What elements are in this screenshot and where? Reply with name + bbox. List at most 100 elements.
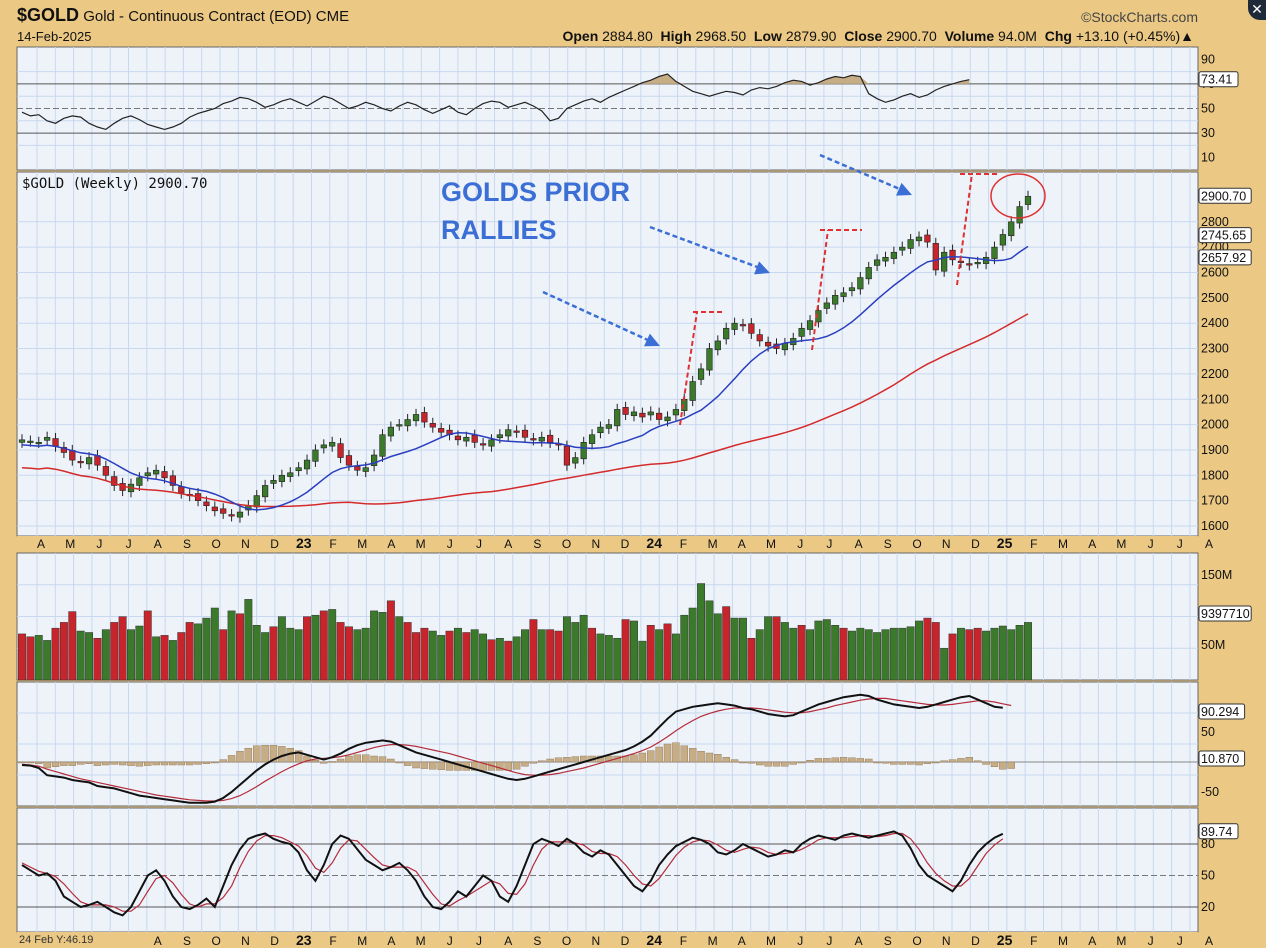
rsi-tick-label: 10 <box>1201 151 1215 165</box>
macd-histogram-bar <box>152 761 160 766</box>
volume-bar <box>722 606 731 681</box>
macd-histogram-bar <box>638 752 647 763</box>
volume-bar <box>504 640 513 681</box>
macd-histogram-bar <box>269 745 278 763</box>
x-tick-label: M <box>65 537 75 551</box>
price-candle <box>563 445 571 466</box>
rally-line <box>956 173 973 286</box>
volume-bar <box>755 629 764 681</box>
x-tick-label: M <box>1116 537 1126 551</box>
x-tick-label: M <box>708 537 718 551</box>
price-candle <box>865 267 872 280</box>
x-tick-label: J <box>126 537 132 551</box>
rsi-tick-label: 70 <box>1201 77 1215 91</box>
macd-histogram-bar <box>823 758 831 763</box>
price-candle <box>505 429 512 437</box>
rsi-tick-label: 50 <box>1201 102 1215 116</box>
bottom-x-tick-label: 23 <box>296 932 312 948</box>
volume-bar <box>604 635 613 681</box>
macd-histogram-bar <box>512 761 521 770</box>
price-candle <box>739 324 747 327</box>
volume-bar <box>638 640 647 681</box>
macd-histogram-bar <box>496 761 504 771</box>
price-candle <box>429 423 436 428</box>
bottom-x-tick-label: D <box>621 934 630 948</box>
price-candle <box>605 424 612 429</box>
x-tick-label: A <box>504 537 512 551</box>
volume-bar <box>286 627 295 681</box>
x-tick-label: S <box>884 537 892 551</box>
macd-histogram-bar <box>621 755 630 763</box>
price-candle <box>547 434 554 443</box>
price-candle <box>848 287 856 292</box>
volume-bar <box>529 619 538 681</box>
price-candle <box>815 310 822 323</box>
x-tick-label: 24 <box>646 535 662 551</box>
bottom-x-tick-label: D <box>270 934 279 948</box>
volume-bar <box>864 629 873 681</box>
macd-histogram-bar <box>185 761 194 766</box>
macd-histogram-bar <box>85 761 93 764</box>
quote-summary: Open 2884.80 High 2968.50 Low 2879.90 Cl… <box>562 28 1194 44</box>
price-candle <box>253 495 260 508</box>
volume-bar <box>814 620 823 681</box>
volume-bar <box>646 625 655 681</box>
macd-histogram-bar <box>353 754 362 763</box>
price-tick-label: 2000 <box>1201 418 1229 432</box>
macd-histogram-label: 10.870 <box>1201 752 1239 766</box>
macd-histogram-bar <box>227 755 236 763</box>
bottom-x-tick-label: S <box>183 934 191 948</box>
macd-histogram-bar <box>219 759 227 763</box>
price-candle <box>178 486 185 494</box>
x-tick-label: A <box>154 537 162 551</box>
brand-label[interactable]: ©StockCharts.com <box>1081 9 1198 25</box>
macd-histogram-bar <box>429 761 437 770</box>
macd-histogram-bar <box>932 761 940 764</box>
price-last-label: 2900.70 <box>1201 189 1246 203</box>
macd-histogram-bar <box>320 761 328 764</box>
x-tick-label: O <box>562 537 571 551</box>
macd-histogram-bar <box>688 748 697 763</box>
macd-histogram-bar <box>839 757 848 763</box>
macd-histogram-bar <box>169 761 177 766</box>
macd-histogram-bar <box>454 761 462 771</box>
volume-bar <box>956 627 965 681</box>
volume-bar <box>395 616 404 681</box>
macd-histogram-bar <box>940 760 948 763</box>
x-tick-label: J <box>797 537 803 551</box>
volume-bar <box>370 610 379 681</box>
price-candle <box>303 459 311 470</box>
macd-histogram-bar <box>605 755 613 763</box>
volume-bar <box>495 637 504 681</box>
price-candle <box>144 472 151 477</box>
macd-histogram-bar <box>814 758 823 763</box>
price-candle <box>337 443 344 458</box>
bottom-x-tick-label: A <box>504 934 512 948</box>
macd-histogram-bar <box>663 743 672 763</box>
close-icon[interactable]: ✕ <box>1248 0 1266 20</box>
macd-histogram-bar <box>856 758 865 763</box>
volume-bar <box>152 636 161 681</box>
volume-bar <box>1007 629 1016 681</box>
bottom-x-tick-label: F <box>1030 934 1037 948</box>
price-candle <box>295 467 302 472</box>
volume-bar <box>219 629 228 681</box>
price-candle <box>1016 206 1023 224</box>
price-candle <box>111 476 118 486</box>
bottom-x-tick-label: F <box>680 934 687 948</box>
ma-short-label-box <box>1198 227 1252 244</box>
price-candle <box>18 439 26 443</box>
macd-histogram-bar <box>202 761 211 764</box>
volume-bar <box>898 627 907 681</box>
stochastic-tick-label: 20 <box>1201 900 1215 914</box>
copyright-icon: © <box>1081 9 1092 25</box>
macd-histogram-bar <box>403 761 412 766</box>
price-candle <box>597 426 604 434</box>
bottom-x-tick-label: A <box>387 934 395 948</box>
price-candle <box>899 246 906 251</box>
macd-histogram-bar <box>60 761 68 766</box>
price-candle <box>354 466 361 471</box>
x-tick-label: N <box>591 537 600 551</box>
volume-bar <box>521 629 529 681</box>
volume-bar <box>562 616 571 681</box>
